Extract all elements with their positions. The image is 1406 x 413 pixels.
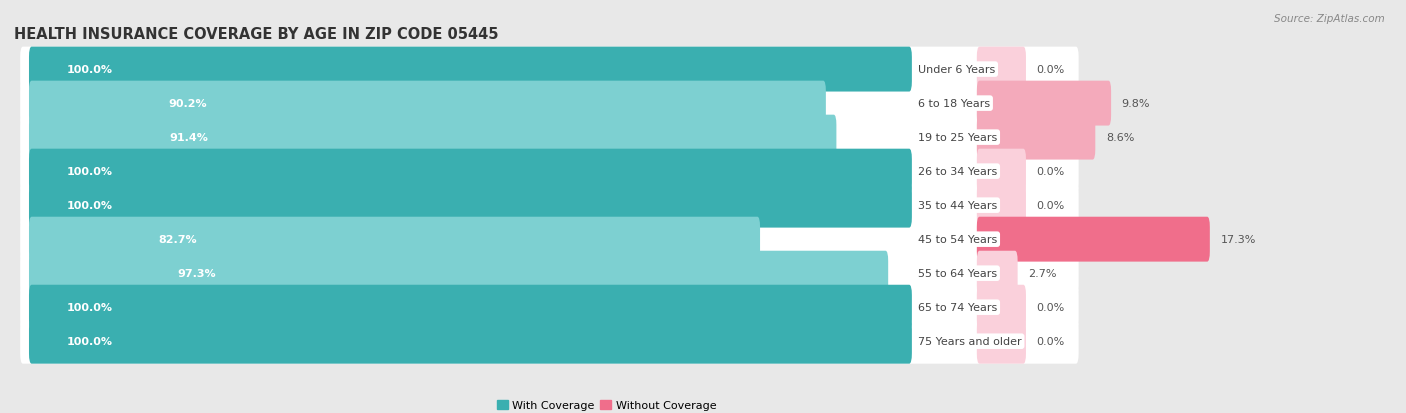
FancyBboxPatch shape <box>20 115 1078 160</box>
Text: 91.4%: 91.4% <box>170 133 208 143</box>
FancyBboxPatch shape <box>30 150 912 194</box>
FancyBboxPatch shape <box>30 47 912 93</box>
Text: 100.0%: 100.0% <box>66 337 112 347</box>
FancyBboxPatch shape <box>20 47 1078 93</box>
Text: 82.7%: 82.7% <box>157 235 197 244</box>
Text: 17.3%: 17.3% <box>1220 235 1256 244</box>
Text: 0.0%: 0.0% <box>1036 337 1064 347</box>
Text: 0.0%: 0.0% <box>1036 302 1064 313</box>
FancyBboxPatch shape <box>977 251 1018 296</box>
Text: 6 to 18 Years: 6 to 18 Years <box>918 99 990 109</box>
FancyBboxPatch shape <box>30 251 889 296</box>
Text: 2.7%: 2.7% <box>1028 268 1057 278</box>
FancyBboxPatch shape <box>20 319 1078 364</box>
FancyBboxPatch shape <box>20 150 1078 194</box>
FancyBboxPatch shape <box>977 115 1095 160</box>
Text: 0.0%: 0.0% <box>1036 65 1064 75</box>
Text: 45 to 54 Years: 45 to 54 Years <box>918 235 997 244</box>
Text: HEALTH INSURANCE COVERAGE BY AGE IN ZIP CODE 05445: HEALTH INSURANCE COVERAGE BY AGE IN ZIP … <box>14 26 499 41</box>
Text: 0.0%: 0.0% <box>1036 167 1064 177</box>
Text: 19 to 25 Years: 19 to 25 Years <box>918 133 997 143</box>
FancyBboxPatch shape <box>20 183 1078 228</box>
FancyBboxPatch shape <box>20 285 1078 330</box>
Text: 100.0%: 100.0% <box>66 65 112 75</box>
Text: 100.0%: 100.0% <box>66 201 112 211</box>
FancyBboxPatch shape <box>977 319 1026 364</box>
FancyBboxPatch shape <box>30 217 761 262</box>
Text: 35 to 44 Years: 35 to 44 Years <box>918 201 997 211</box>
Text: 100.0%: 100.0% <box>66 302 112 313</box>
Text: 75 Years and older: 75 Years and older <box>918 337 1022 347</box>
Text: 100.0%: 100.0% <box>66 167 112 177</box>
FancyBboxPatch shape <box>977 217 1209 262</box>
FancyBboxPatch shape <box>20 217 1078 262</box>
FancyBboxPatch shape <box>977 285 1026 330</box>
FancyBboxPatch shape <box>20 81 1078 126</box>
FancyBboxPatch shape <box>30 319 912 364</box>
FancyBboxPatch shape <box>30 183 912 228</box>
FancyBboxPatch shape <box>30 81 825 126</box>
Text: Under 6 Years: Under 6 Years <box>918 65 995 75</box>
Text: 8.6%: 8.6% <box>1107 133 1135 143</box>
FancyBboxPatch shape <box>977 81 1111 126</box>
FancyBboxPatch shape <box>977 150 1026 194</box>
FancyBboxPatch shape <box>30 285 912 330</box>
Text: Source: ZipAtlas.com: Source: ZipAtlas.com <box>1274 14 1385 24</box>
Text: 9.8%: 9.8% <box>1122 99 1150 109</box>
FancyBboxPatch shape <box>30 115 837 160</box>
FancyBboxPatch shape <box>20 251 1078 296</box>
Text: 90.2%: 90.2% <box>167 99 207 109</box>
Text: 97.3%: 97.3% <box>177 268 217 278</box>
FancyBboxPatch shape <box>977 47 1026 93</box>
Text: 26 to 34 Years: 26 to 34 Years <box>918 167 997 177</box>
Text: 55 to 64 Years: 55 to 64 Years <box>918 268 997 278</box>
Text: 65 to 74 Years: 65 to 74 Years <box>918 302 997 313</box>
Text: 0.0%: 0.0% <box>1036 201 1064 211</box>
FancyBboxPatch shape <box>977 183 1026 228</box>
Legend: With Coverage, Without Coverage: With Coverage, Without Coverage <box>492 395 721 413</box>
